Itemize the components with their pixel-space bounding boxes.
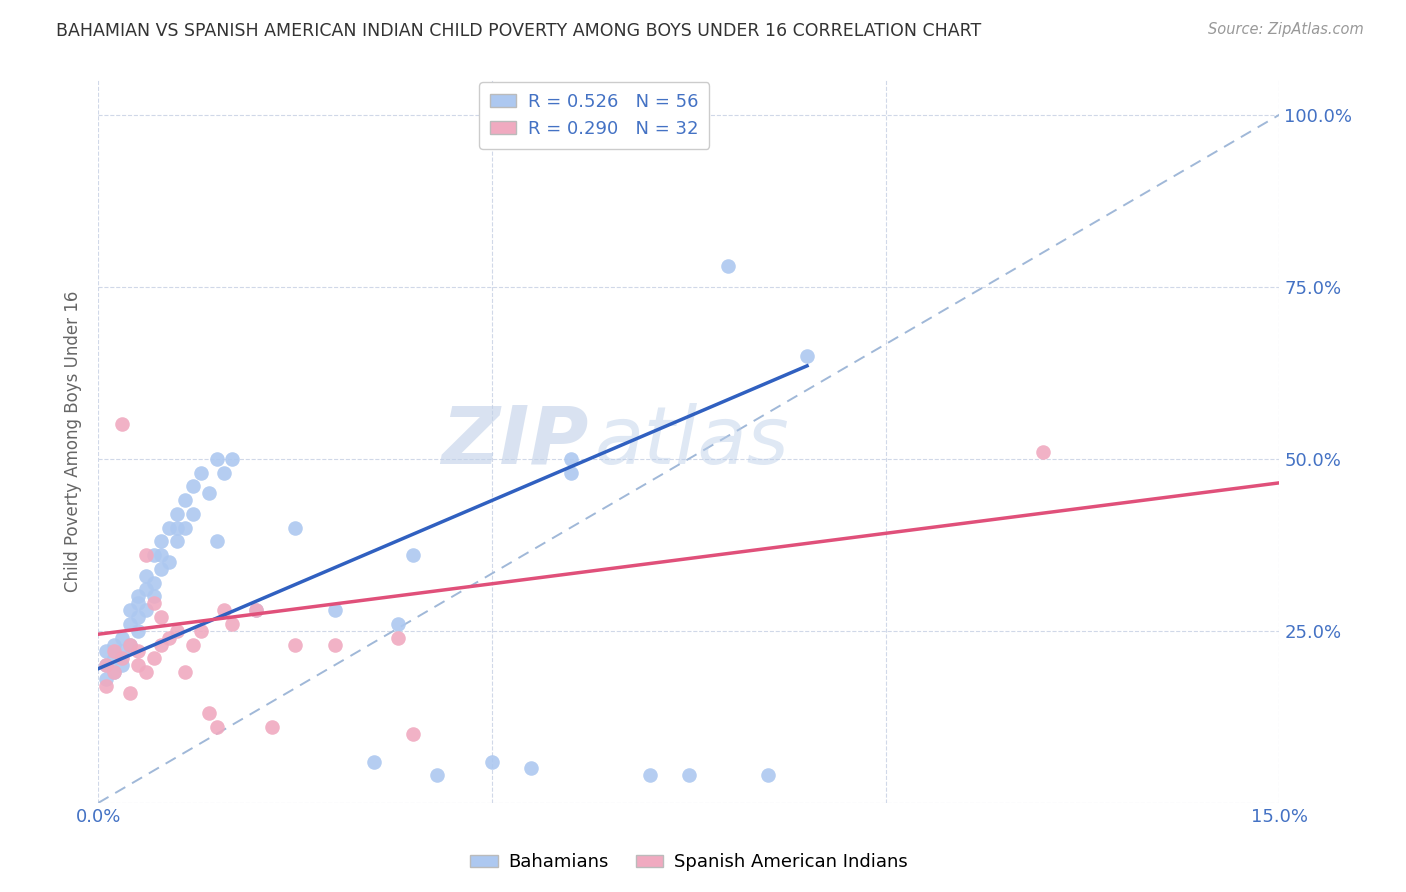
Point [127, 658, 149, 673]
Point [520, 761, 543, 775]
Point [205, 451, 228, 466]
Point [166, 534, 188, 549]
Point [142, 548, 165, 562]
Point [245, 603, 267, 617]
Point [260, 720, 283, 734]
Point [214, 603, 236, 617]
Point [638, 768, 661, 782]
Point [111, 631, 134, 645]
Point [284, 638, 307, 652]
Point [181, 479, 204, 493]
Point [481, 755, 503, 769]
Point [205, 720, 228, 734]
Point [150, 638, 173, 652]
Point [402, 548, 425, 562]
Point [142, 590, 165, 604]
Point [245, 603, 267, 617]
Point [560, 466, 582, 480]
Point [205, 534, 228, 549]
Legend: R = 0.526   N = 56, R = 0.290   N = 32: R = 0.526 N = 56, R = 0.290 N = 32 [479, 82, 710, 149]
Point [142, 596, 165, 610]
Point [363, 755, 385, 769]
Point [387, 616, 409, 631]
Point [96, 644, 118, 658]
Point [1032, 445, 1054, 459]
Point [103, 644, 125, 658]
Point [190, 624, 212, 638]
Point [174, 665, 197, 679]
Point [197, 706, 219, 721]
Point [96, 679, 118, 693]
Point [135, 568, 157, 582]
Point [157, 631, 180, 645]
Point [150, 610, 173, 624]
Point [678, 768, 700, 782]
Point [197, 486, 219, 500]
Text: ZIP: ZIP [441, 402, 589, 481]
Point [118, 686, 141, 700]
Point [96, 672, 118, 686]
Point [127, 590, 149, 604]
Point [96, 658, 118, 673]
Point [284, 520, 307, 534]
Point [174, 493, 197, 508]
Point [118, 616, 141, 631]
Point [135, 582, 157, 597]
Point [756, 768, 779, 782]
Point [111, 658, 134, 673]
Point [118, 638, 141, 652]
Text: atlas: atlas [595, 402, 789, 481]
Point [96, 658, 118, 673]
Point [135, 603, 157, 617]
Point [717, 259, 740, 273]
Point [157, 520, 180, 534]
Point [103, 665, 125, 679]
Point [221, 451, 243, 466]
Point [127, 596, 149, 610]
Point [402, 727, 425, 741]
Point [150, 534, 173, 549]
Legend: Bahamians, Spanish American Indians: Bahamians, Spanish American Indians [463, 847, 915, 879]
Text: Source: ZipAtlas.com: Source: ZipAtlas.com [1208, 22, 1364, 37]
Text: BAHAMIAN VS SPANISH AMERICAN INDIAN CHILD POVERTY AMONG BOYS UNDER 16 CORRELATIO: BAHAMIAN VS SPANISH AMERICAN INDIAN CHIL… [56, 22, 981, 40]
Point [323, 638, 346, 652]
Point [166, 624, 188, 638]
Point [181, 638, 204, 652]
Y-axis label: Child Poverty Among Boys Under 16: Child Poverty Among Boys Under 16 [65, 291, 83, 592]
Point [166, 520, 188, 534]
Point [135, 665, 157, 679]
Point [142, 575, 165, 590]
Point [387, 631, 409, 645]
Point [127, 610, 149, 624]
Point [127, 644, 149, 658]
Point [323, 603, 346, 617]
Point [142, 651, 165, 665]
Point [166, 507, 188, 521]
Point [103, 638, 125, 652]
Point [118, 638, 141, 652]
Point [111, 651, 134, 665]
Point [150, 548, 173, 562]
Point [135, 548, 157, 562]
Point [426, 768, 449, 782]
Point [190, 466, 212, 480]
Point [103, 665, 125, 679]
Point [111, 417, 134, 432]
Point [214, 466, 236, 480]
Point [118, 603, 141, 617]
Point [127, 624, 149, 638]
Point [103, 651, 125, 665]
Point [560, 451, 582, 466]
Point [796, 349, 818, 363]
Point [221, 616, 243, 631]
Point [150, 562, 173, 576]
Point [174, 520, 197, 534]
Point [111, 644, 134, 658]
Point [157, 555, 180, 569]
Point [181, 507, 204, 521]
